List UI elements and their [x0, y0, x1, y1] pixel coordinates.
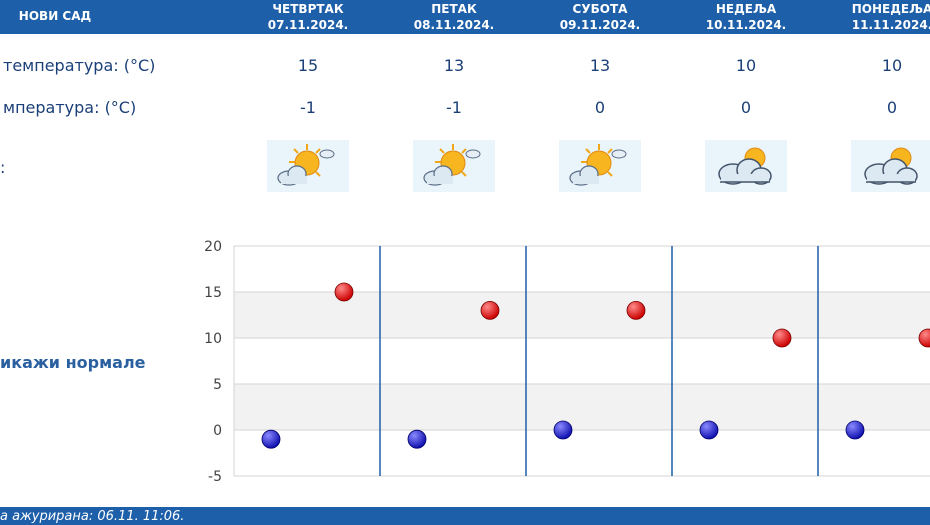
- show-normals-link[interactable]: икажи нормале: [0, 353, 146, 372]
- y-tick-label: 0: [213, 423, 222, 439]
- day-name: НЕДЕЉА: [715, 2, 777, 16]
- max-temp-point: [334, 282, 354, 302]
- last-updated-text: а ажурирана: 06.11. 11:06.: [0, 509, 185, 524]
- footer-bar: а ажурирана: 06.11. 11:06.: [0, 507, 930, 525]
- day-date: 08.11.2024.: [413, 18, 495, 32]
- cloudy-sun-icon: [851, 140, 930, 192]
- y-tick-label: 10: [204, 331, 222, 347]
- min-temp-value-1: -1: [446, 98, 462, 117]
- cloudy-sun-icon: [705, 140, 787, 192]
- min-temp-value-2: 0: [594, 98, 606, 117]
- partly-cloudy-sun-icon: [267, 140, 349, 192]
- day-date: 10.11.2024.: [705, 18, 787, 32]
- min-temp-point: [407, 429, 427, 449]
- day-name: ЧЕТВРТАК: [272, 2, 344, 16]
- max-temp-point: [918, 328, 930, 348]
- day-name: СУБОТА: [572, 2, 628, 16]
- weather-icon-label: :: [0, 158, 6, 177]
- min-temp-label: мпература: (°C): [3, 98, 137, 117]
- forecast-header: НОВИ САД ЧЕТВРТАК 07.11.2024. ПЕТАК 08.1…: [0, 0, 930, 34]
- min-temp-value-0: -1: [300, 98, 316, 117]
- grid-band: [234, 384, 930, 430]
- min-temp-value-3: 0: [740, 98, 752, 117]
- max-temp-value-1: 13: [443, 56, 465, 75]
- y-tick-label: 5: [213, 377, 222, 393]
- day-name: ПОНЕДЕЉА: [851, 2, 930, 16]
- day-date: 09.11.2024.: [559, 18, 641, 32]
- max-temp-point: [772, 328, 792, 348]
- city-name: НОВИ САД: [18, 9, 92, 23]
- day-header-2: СУБОТА 09.11.2024.: [535, 1, 665, 33]
- partly-cloudy-sun-icon: [559, 140, 641, 192]
- max-temp-value-2: 13: [589, 56, 611, 75]
- min-temp-value-4: 0: [886, 98, 898, 117]
- day-date: 11.11.2024.: [851, 18, 930, 32]
- day-header-0: ЧЕТВРТАК 07.11.2024.: [243, 1, 373, 33]
- grid-band: [234, 292, 930, 338]
- day-date: 07.11.2024.: [267, 18, 349, 32]
- min-temp-point: [553, 420, 573, 440]
- y-tick-label: 20: [204, 239, 222, 255]
- min-temp-point: [699, 420, 719, 440]
- max-temp-value-0: 15: [297, 56, 319, 75]
- y-tick-label: 15: [204, 285, 222, 301]
- min-temp-point: [261, 429, 281, 449]
- min-temp-point: [845, 420, 865, 440]
- partly-cloudy-sun-icon: [413, 140, 495, 192]
- max-temp-point: [626, 300, 646, 320]
- max-temp-value-3: 10: [735, 56, 757, 75]
- day-header-1: ПЕТАК 08.11.2024.: [389, 1, 519, 33]
- temperature-chart: 20 15 10 5 0 -5: [204, 239, 930, 485]
- day-header-4: ПОНЕДЕЉА 11.11.2024.: [827, 1, 930, 33]
- max-temp-value-4: 10: [881, 56, 903, 75]
- max-temp-point: [480, 300, 500, 320]
- y-tick-label: -5: [208, 469, 222, 485]
- day-header-3: НЕДЕЉА 10.11.2024.: [681, 1, 811, 33]
- day-name: ПЕТАК: [431, 2, 477, 16]
- max-temp-label: температура: (°C): [3, 56, 156, 75]
